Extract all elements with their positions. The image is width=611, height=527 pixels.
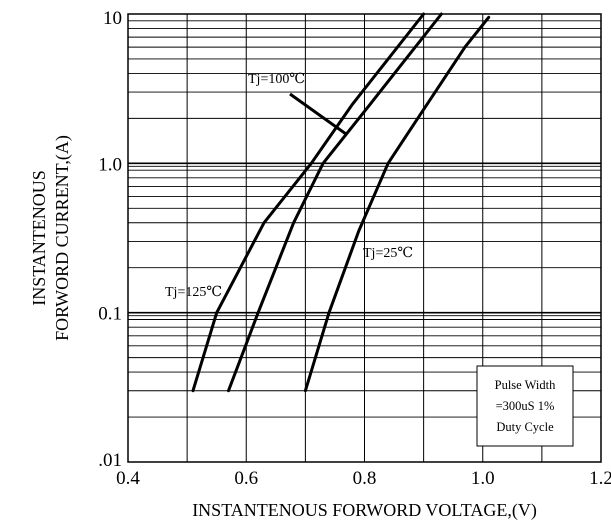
curve-tj100 — [227, 12, 443, 393]
curve-tj25 — [303, 15, 491, 393]
x-tick-label: 0.6 — [234, 468, 258, 489]
y-axis-title-line-2: FORWORD CURRENT,(A) — [52, 135, 73, 341]
x-tick-label: 1.0 — [471, 468, 495, 489]
plot-frame — [127, 13, 602, 463]
pulse-note-line-2: =300uS 1% — [496, 399, 555, 413]
x-axis-title: INSTANTENOUS FORWORD VOLTAGE,(V) — [192, 500, 537, 521]
x-tick-label: 1.2 — [589, 468, 611, 489]
y-tick-label: 1.0 — [98, 154, 122, 175]
x-tick-labels: 0.4 0.6 0.8 1.0 1.2 — [116, 468, 611, 489]
x-tick-label: 0.4 — [116, 468, 140, 489]
y-tick-labels: .01 0.1 1.0 10 — [98, 8, 122, 471]
y-tick-label: 0.1 — [98, 304, 122, 325]
curve-tj125 — [191, 12, 426, 393]
pulse-note-line-1: Pulse Width — [495, 378, 556, 392]
y-tick-label: 10 — [103, 8, 122, 29]
curves — [191, 12, 491, 393]
pulse-note-box — [476, 365, 574, 447]
pulse-note-line-3: Duty Cycle — [496, 420, 554, 434]
annotation-tj100-label: Tj=100℃ — [248, 72, 305, 87]
x-tick-label: 0.8 — [353, 468, 377, 489]
annotation-tj25-label: Tj=25℃ — [363, 246, 413, 261]
y-axis-title-line-1: INSTANTENOUS — [29, 170, 49, 306]
annotation-arrow-tj100 — [289, 92, 347, 136]
annotation-tj125-label: Tj=125℃ — [165, 285, 222, 300]
y-tick-label: .01 — [98, 450, 122, 471]
